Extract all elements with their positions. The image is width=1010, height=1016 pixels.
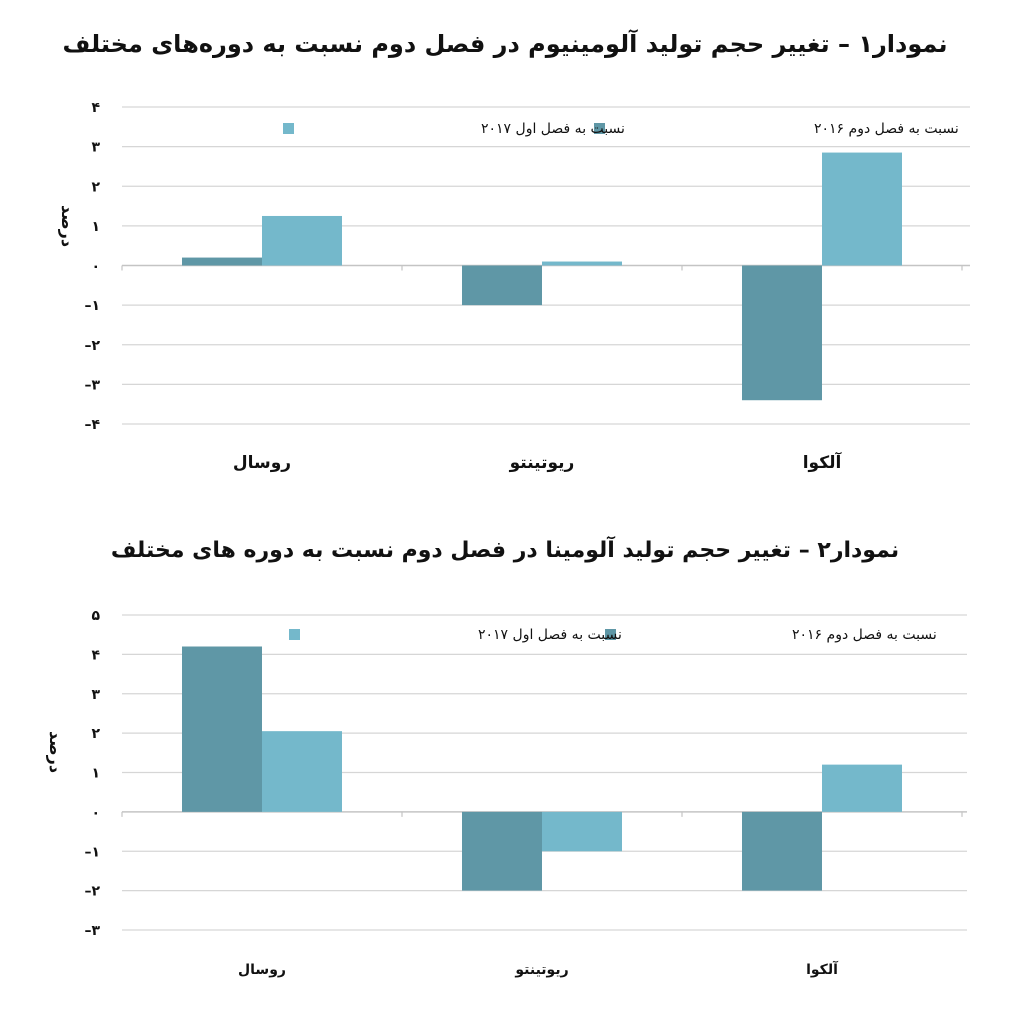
chart-1-legend-label: نسبت به فصل اول ۲۰۱۷ (481, 121, 625, 137)
chart-1-legend-label: نسبت به فصل دوم ۲۰۱۶ (814, 121, 959, 137)
chart-2-category-label: آلکوا (806, 960, 839, 978)
chart-2-ytick-label: –۱ (84, 844, 100, 860)
chart-1-bar (462, 265, 542, 306)
chart-1-bar (742, 265, 822, 401)
chart-1-bar (822, 152, 902, 266)
chart-2-ytick-label: –۲ (84, 884, 100, 900)
chart-2-bar (742, 811, 822, 891)
chart-2: نمودار۲ – تغییر حجم تولید آلومینا در فصل… (0, 510, 1010, 1010)
chart-2-legend-swatch (605, 629, 616, 640)
chart-1-ytick-label: ۴ (91, 100, 100, 116)
chart-2-ytick-label: ۱ (91, 766, 100, 782)
chart-2-legend-label: نسبت به فصل اول ۲۰۱۷ (478, 627, 622, 643)
chart-2-category-label: روسال (238, 962, 286, 978)
chart-2-legend-label: نسبت به فصل دوم ۲۰۱۶ (792, 627, 937, 643)
chart-1-ytick-label: ۳ (91, 140, 100, 156)
chart-1-ytick-label: –۱ (84, 298, 100, 314)
chart-1-bar (182, 257, 262, 266)
chart-2-bar (262, 731, 342, 812)
chart-1-ytick-label: ۰ (91, 259, 100, 275)
chart-2-ytick-label: ۳ (91, 687, 100, 703)
chart-1: نمودار۱ – تغییر حجم تولید آلومینیوم در ف… (0, 0, 1010, 500)
chart-1-ytick-label: –۴ (84, 417, 100, 433)
chart-2-ylabel: درصد (46, 731, 65, 773)
chart-2-plot: ۵ ۴ ۳ ۲ ۱ ۰ –۱ –۲ –۳ روسال ریوتینتو آلکوا نسبت به فص… (46, 608, 967, 978)
chart-1-category-label: روسال (233, 453, 291, 473)
chart-2-ytick-label: –۳ (84, 923, 100, 939)
chart-2-bar (822, 764, 902, 812)
chart-2-ytick-label: ۰ (91, 805, 100, 821)
chart-2-bar (462, 811, 542, 891)
chart-2-bar (542, 811, 622, 852)
chart-2-ytick-label: ۲ (91, 726, 100, 742)
chart-1-ytick-label: –۲ (84, 338, 100, 354)
chart-1-title: نمودار۱ – تغییر حجم تولید آلومینیوم در ف… (62, 30, 948, 58)
chart-2-category-label: ریوتینتو (514, 962, 568, 978)
chart-1-bar (542, 261, 622, 266)
chart-1-plot: ۴ ۳ ۲ ۱ ۰ –۱ –۲ –۳ –۴ روسال ریوتینتو آلکوا نسبت به ف… (58, 100, 970, 473)
chart-1-legend-swatch (283, 123, 294, 134)
chart-1-ytick-label: ۱ (91, 219, 100, 235)
chart-1-category-label: آلکوا (803, 451, 843, 473)
chart-2-ytick-label: ۴ (91, 647, 100, 663)
chart-2-bar (182, 646, 262, 812)
chart-1-category-label: ریوتینتو (509, 453, 575, 473)
chart-2-title: نمودار۲ – تغییر حجم تولید آلومینا در فصل… (110, 538, 900, 563)
chart-1-ylabel: درصد (58, 205, 77, 247)
chart-1-ytick-label: –۳ (84, 377, 100, 393)
chart-1-bar (262, 215, 342, 266)
chart-2-legend-swatch (289, 629, 300, 640)
chart-1-ytick-label: ۲ (91, 179, 100, 195)
chart-1-legend-swatch (594, 123, 605, 134)
chart-2-ytick-label: ۵ (91, 608, 100, 624)
